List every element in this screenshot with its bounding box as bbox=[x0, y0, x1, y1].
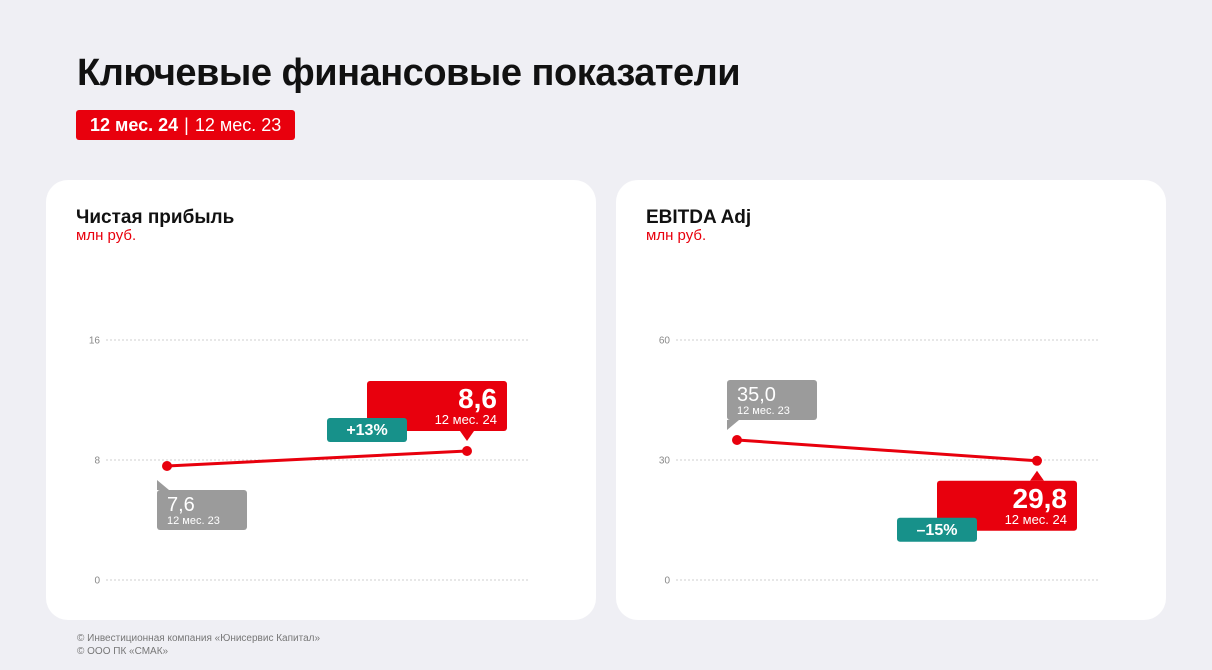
previous-value-label: 7,6 bbox=[167, 494, 195, 516]
chart-unit: млн руб. bbox=[646, 227, 707, 244]
current-period-label: 12 мес. 24 bbox=[435, 412, 497, 427]
data-point-previous bbox=[162, 461, 172, 471]
y-tick-label: 30 bbox=[659, 456, 671, 467]
callout-pointer bbox=[1030, 470, 1044, 481]
callout-pointer bbox=[727, 420, 739, 430]
previous-period-label: 12 мес. 23 bbox=[167, 515, 220, 527]
series-line bbox=[165, 449, 469, 468]
current-period-label: 12 мес. 24 bbox=[1005, 512, 1067, 527]
current-value-label: 29,8 bbox=[1013, 483, 1068, 514]
copyright-line: © Инвестиционная компания «Юнисервис Кап… bbox=[77, 633, 321, 644]
change-badge-label: –15% bbox=[917, 522, 958, 539]
current-value-label: 8,6 bbox=[458, 383, 497, 414]
callout-pointer bbox=[460, 431, 474, 441]
period-separator: | bbox=[184, 114, 189, 135]
change-badge bbox=[897, 517, 977, 542]
chart-card-ebitda: EBITDA Adj млн руб. 0 30 60 35,0 12 мес. 23 2… bbox=[616, 180, 1166, 620]
period-legend: 12 мес. 24 | 12 мес. 23 bbox=[76, 110, 296, 140]
y-tick-label: 0 bbox=[664, 576, 670, 587]
callout-pointer bbox=[157, 480, 169, 490]
y-tick-label: 16 bbox=[89, 336, 101, 347]
y-tick-label: 8 bbox=[94, 456, 100, 467]
footer-copyright: © Инвестиционная компания «Юнисервис Кап… bbox=[77, 632, 320, 658]
previous-value-callout bbox=[727, 380, 817, 420]
chart-unit: млн руб. bbox=[76, 227, 137, 244]
previous-period-label: 12 мес. 23 bbox=[737, 405, 790, 417]
data-point-current bbox=[1032, 455, 1042, 466]
copyright-line: © ООО ПК «СМАК» bbox=[77, 646, 169, 657]
data-point-current bbox=[462, 446, 472, 456]
period-previous-label: 12 мес. 23 bbox=[194, 114, 282, 135]
previous-value-label: 35,0 bbox=[737, 384, 776, 406]
y-tick-label: 0 bbox=[94, 576, 100, 587]
net-profit-chart: 0 8 16 7,612 мес. 23 8,612 мес. 24 +13% bbox=[89, 336, 528, 587]
data-point-previous bbox=[732, 435, 742, 445]
previous-value-callout bbox=[157, 490, 247, 530]
ebitda-chart: 0 30 60 35,012 мес. 23 29,812 мес. 24 –15% bbox=[659, 336, 1098, 587]
page-title: Ключевые финансовые показатели bbox=[77, 52, 741, 94]
change-badge bbox=[327, 418, 407, 442]
y-tick-label: 60 bbox=[659, 336, 671, 347]
change-badge-label: +13% bbox=[346, 422, 387, 439]
series-line bbox=[735, 438, 1039, 463]
period-current-label: 12 мес. 24 bbox=[90, 114, 179, 135]
chart-card-net-profit: Чистая прибыль млн руб. 0 8 16 7,6 12 мес. 2… bbox=[46, 180, 596, 620]
chart-title: Чистая прибыль bbox=[76, 207, 235, 228]
chart-title: EBITDA Adj bbox=[646, 207, 752, 228]
